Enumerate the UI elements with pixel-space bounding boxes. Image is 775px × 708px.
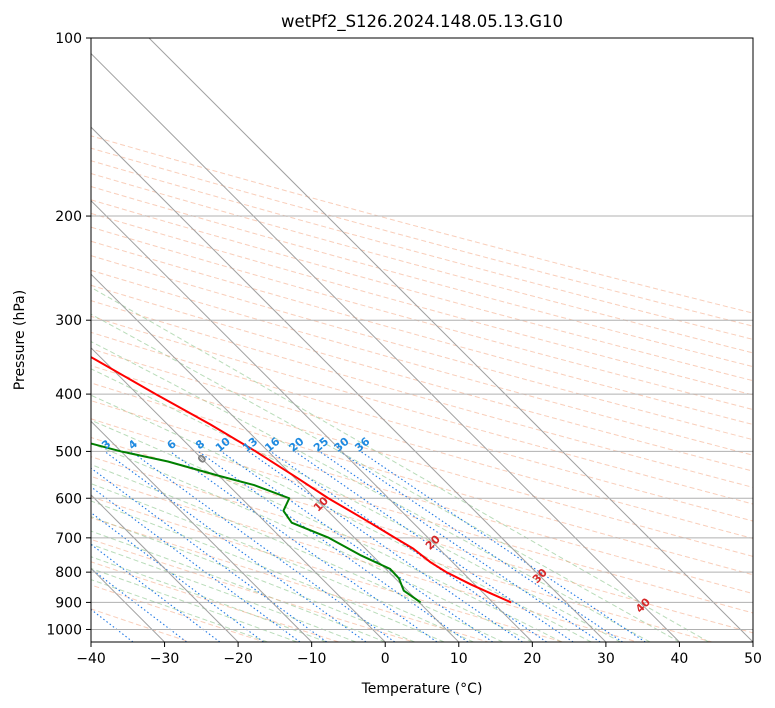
dry-adiabat-line [91, 226, 753, 411]
dewpoint-profile-line [91, 442, 422, 604]
mixing-ratio-line [198, 450, 469, 642]
dry-adiabat-line [91, 255, 753, 441]
dry-adiabat-line [91, 160, 753, 340]
x-tick-label: 50 [744, 651, 762, 667]
moist-adiabat-line [91, 394, 592, 642]
dry-adiabat-line [91, 517, 490, 642]
moist-adiabat-line [91, 516, 415, 642]
x-tick-label: −10 [297, 651, 327, 667]
y-tick-label: 400 [55, 387, 82, 403]
plot-frame [90, 37, 754, 643]
dry-adiabat-line [91, 475, 640, 642]
isotherm-line [91, 273, 460, 642]
moist-adiabat-line [91, 530, 386, 642]
pressure-gridlines [91, 38, 753, 630]
y-tick-label: 900 [55, 595, 82, 611]
x-tick-label: −20 [223, 651, 253, 667]
isotherm-line [148, 38, 753, 642]
temperature-profile-line [91, 355, 512, 604]
isotherm-line [91, 126, 607, 642]
moist-adiabat-line [91, 313, 680, 642]
x-tick-label: 20 [523, 651, 541, 667]
dry-adiabat-line [91, 331, 753, 522]
moist-adiabat-line [91, 419, 562, 642]
x-axis-ticks: −40 −30 −20 −10 0 10 20 30 40 50 [76, 642, 762, 667]
y-tick-label: 600 [55, 491, 82, 507]
sounding-profiles [91, 355, 512, 604]
mixing-ratio-line [169, 450, 438, 642]
x-tick-label: 30 [597, 651, 615, 667]
moist-adiabat-line [91, 483, 474, 642]
isotherms [91, 38, 753, 642]
isotherm-line [91, 52, 681, 642]
dry-adiabat-line [91, 400, 753, 595]
dry-adiabat-line [91, 212, 753, 396]
mixing-ratio-line [339, 450, 623, 642]
x-tick-label: 0 [381, 651, 390, 667]
y-tick-label: 800 [55, 565, 82, 581]
moist-adiabat-line [91, 442, 533, 642]
mixing-ratio-line [248, 450, 523, 642]
y-tick-label: 100 [55, 31, 82, 47]
x-axis-title: Temperature (°C) [361, 681, 483, 697]
x-tick-label: 40 [671, 651, 689, 667]
dry-adiabat-line [91, 240, 753, 425]
x-tick-label: −40 [76, 651, 106, 667]
y-tick-label: 200 [55, 209, 82, 225]
dry-adiabat-line [91, 436, 753, 634]
mixing-ratio-line [91, 467, 328, 642]
isotherm-line [91, 347, 386, 642]
y-axis-title: Pressure (hPa) [12, 290, 28, 390]
y-tick-label: 1000 [46, 622, 82, 638]
plot-area: 0.10.20.40.611.52346810131620253036-100-… [91, 38, 753, 642]
y-tick-label: 500 [55, 444, 82, 460]
isotherm-line [91, 494, 239, 642]
dry-adiabats [91, 135, 753, 642]
mixing-ratio-line [294, 450, 574, 642]
dry-adiabat-line [91, 538, 416, 642]
dry-adiabat-line [91, 365, 753, 557]
mixing-ratio-line [104, 450, 367, 642]
moist-adiabat-line [91, 368, 621, 642]
isotherm-line [91, 199, 534, 642]
x-tick-label: 10 [450, 651, 468, 667]
y-tick-label: 700 [55, 531, 82, 547]
isotherm-line [91, 420, 313, 642]
moist-adiabat-line [91, 500, 445, 642]
moist-adiabat-line [91, 556, 327, 642]
y-axis-ticks: 100 200 300 400 500 600 700 800 900 1000 [46, 31, 91, 638]
dry-adiabat-line [91, 315, 753, 505]
chart-title: wetPf2_S126.2024.148.05.13.G10 [281, 12, 563, 32]
y-tick-label: 300 [55, 313, 82, 329]
moist-adiabat-line [91, 543, 356, 642]
x-tick-label: −30 [150, 651, 180, 667]
mixing-ratio-line [91, 543, 221, 642]
moist-adiabat-line [91, 341, 651, 642]
